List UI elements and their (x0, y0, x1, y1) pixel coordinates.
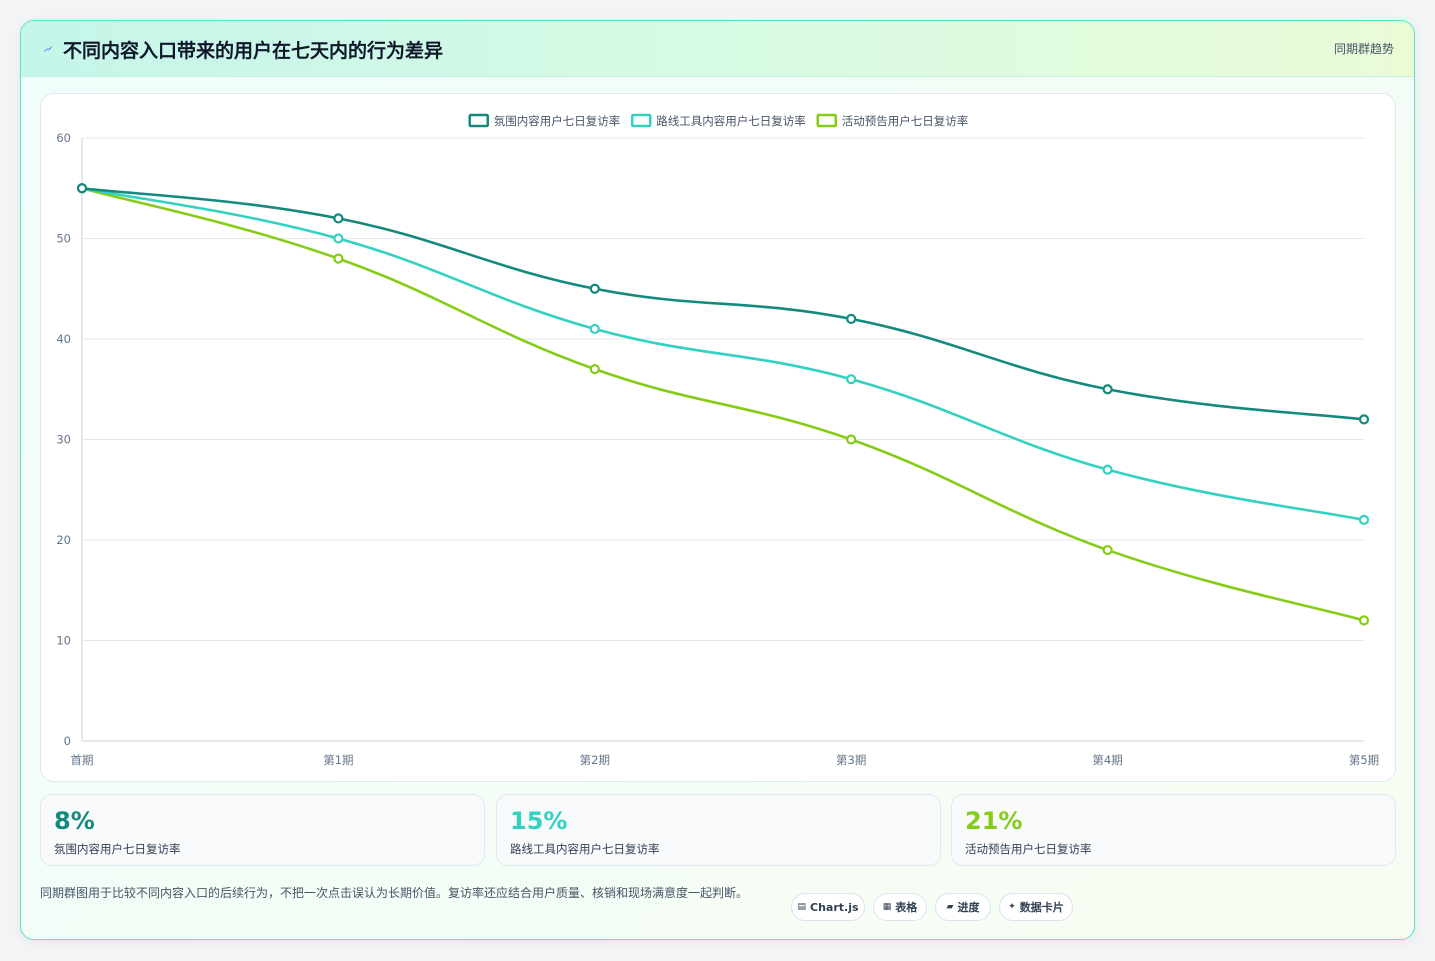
data-point (589, 323, 600, 335)
legend-label: 路线工具内容用户七日复访率 (656, 114, 806, 128)
y-tick-label: 10 (56, 634, 71, 648)
data-point (1358, 615, 1370, 626)
chip-label: 表格 (895, 901, 918, 914)
legend-swatch (468, 113, 489, 128)
x-tick-label: 第5期 (1349, 753, 1379, 767)
chart-panel: 0 10 20 30 40 50 60 首期 第1期 第2期 第3期 第4期 第5期 氛围内容用户七日复访… (40, 93, 1396, 782)
bolt-icon (43, 46, 53, 52)
data-point (333, 213, 344, 224)
page-title: 不同内容入口带来的用户在七天内的行为差异 (63, 40, 444, 62)
data-point (333, 253, 344, 264)
kpi-value: 15% (510, 807, 568, 835)
cohort-card: 不同内容入口带来的用户在七天内的行为差异 同期群趋势 0 10 20 30 40 50 60… (20, 20, 1415, 940)
data-point (1358, 514, 1370, 525)
kpi-value: 8% (54, 807, 95, 835)
chip-data-card[interactable]: ✦ 数据卡片 (999, 893, 1073, 921)
data-point (846, 374, 857, 385)
chip-progress[interactable]: ▰ 进度 (935, 893, 991, 921)
x-tick-label: 第3期 (836, 753, 866, 767)
legend-label: 氛围内容用户七日复访率 (494, 114, 621, 128)
kpi-card-1: 8% 氛围内容用户七日复访率 (40, 794, 485, 866)
kpi-card-3: 21% 活动预告用户七日复访率 (951, 794, 1396, 866)
chip-label: Chart.js (810, 900, 859, 914)
legend-label: 活动预告用户七日复访率 (842, 114, 969, 128)
kpi-label: 路线工具内容用户七日复访率 (510, 842, 660, 856)
y-tick-label: 30 (56, 433, 71, 447)
kpi-card-2: 15% 路线工具内容用户七日复访率 (496, 794, 941, 866)
x-tick-label: 第4期 (1092, 753, 1122, 767)
chip-label: 进度 (957, 901, 980, 914)
series-line (81, 186, 1365, 421)
data-point (589, 364, 600, 375)
sparkle-icon: ✦ (1008, 902, 1016, 912)
table-icon: ▦ (882, 902, 892, 912)
x-tick-label: 第2期 (580, 753, 610, 767)
y-tick-label: 40 (56, 332, 71, 346)
y-tick-label: 60 (56, 131, 71, 145)
series-line (81, 186, 1365, 622)
progress-icon: ▰ (946, 902, 954, 912)
data-point (1102, 464, 1113, 475)
kpi-label: 氛围内容用户七日复访率 (54, 842, 181, 856)
data-point (589, 283, 600, 294)
data-point (1358, 414, 1370, 425)
y-tick-label: 0 (64, 734, 71, 748)
x-tick-label: 首期 (71, 753, 94, 767)
card-header: 不同内容入口带来的用户在七天内的行为差异 同期群趋势 (21, 21, 1414, 77)
line-chart: 0 10 20 30 40 50 60 首期 第1期 第2期 第3期 第4期 第5期 氛围内容用户七日复访… (56, 113, 1379, 767)
data-point (1102, 544, 1113, 556)
series-line (81, 186, 1365, 522)
y-tick-label: 50 (56, 232, 71, 246)
data-point (333, 233, 344, 244)
chip-chartjs[interactable]: ▤ Chart.js (791, 893, 865, 921)
data-point (1102, 384, 1113, 395)
kpi-label: 活动预告用户七日复访率 (965, 842, 1092, 856)
data-point (76, 183, 88, 194)
chip-table[interactable]: ▦ 表格 (873, 893, 927, 921)
data-point (846, 313, 857, 324)
legend-swatch (631, 113, 652, 128)
data-point (846, 434, 857, 445)
legend-swatch (816, 113, 837, 128)
kpi-value: 21% (965, 807, 1023, 835)
chip-label: 数据卡片 (1019, 901, 1064, 914)
footnote: 同期群图用于比较不同内容入口的后续行为，不把一次点击误认为长期价值。复访率还应结… (40, 886, 749, 900)
trend-tag: 同期群趋势 (1333, 42, 1394, 56)
chart-icon: ▤ (797, 902, 806, 912)
x-tick-label: 第1期 (323, 753, 353, 767)
y-tick-label: 20 (56, 533, 71, 547)
